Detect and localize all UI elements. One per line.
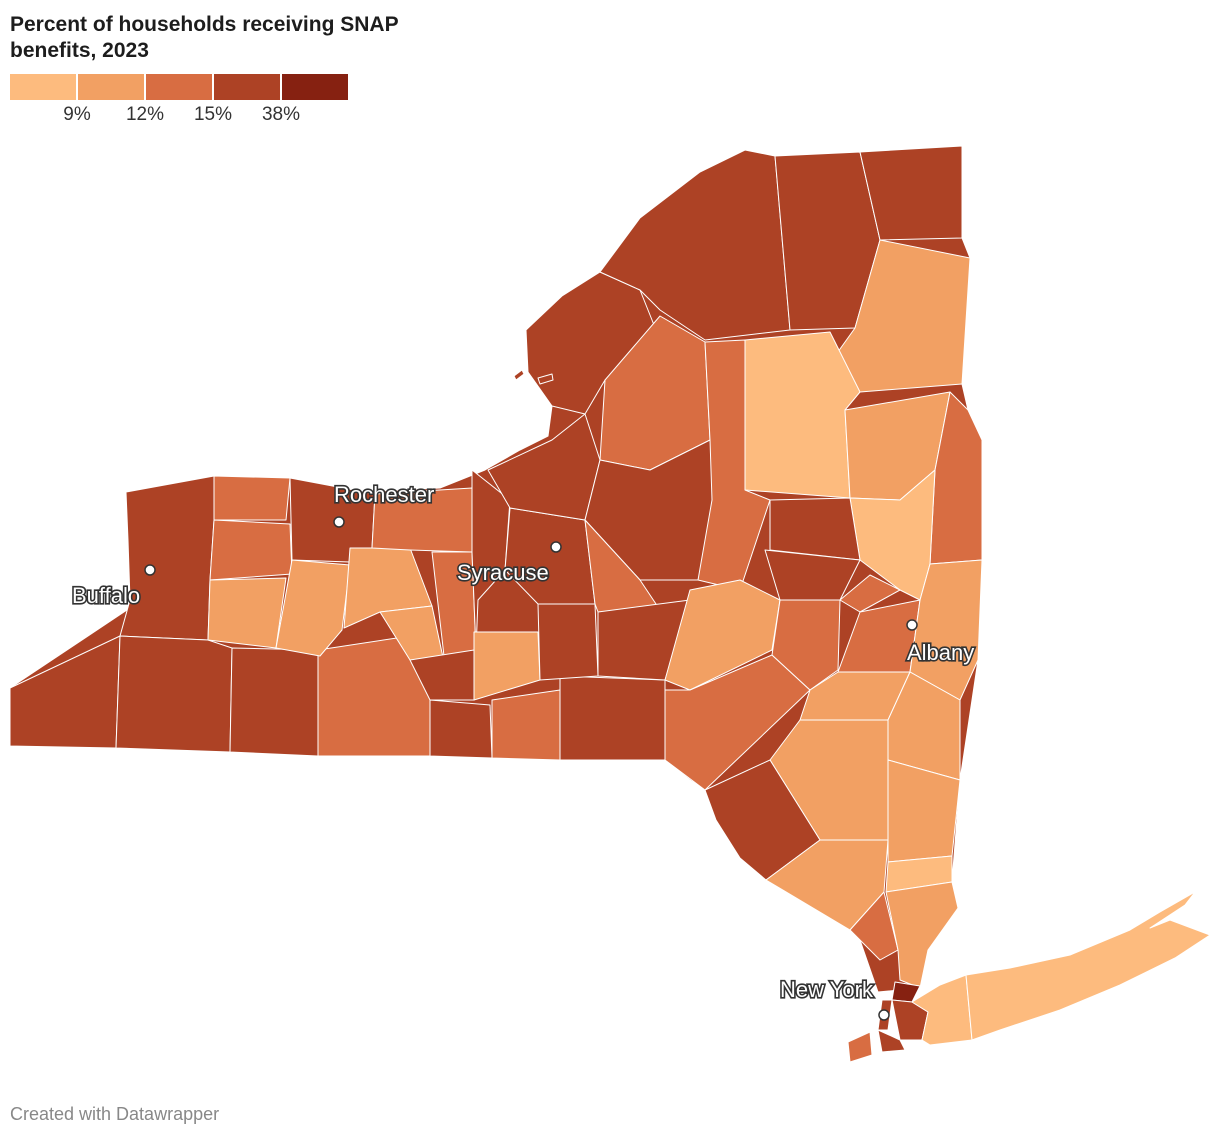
island-fragment-1 <box>513 369 525 381</box>
city-rochester: Rochester <box>332 480 436 528</box>
city-syracuse: Syracuse <box>455 541 562 587</box>
county-tioga <box>491 689 561 761</box>
rochester-label: Rochester <box>334 482 434 507</box>
county-erie-niagara <box>119 475 215 641</box>
county-orleans <box>213 475 291 521</box>
county-schoharie <box>771 599 841 691</box>
albany-label: Albany <box>907 640 974 665</box>
legend-swatch-5 <box>282 74 348 100</box>
color-legend: 9% 12% 15% 38% <box>10 74 350 128</box>
new-york-dot <box>878 1009 890 1021</box>
county-clinton <box>859 145 963 241</box>
county-cattaraugus <box>115 635 233 753</box>
county-brooklyn <box>877 1029 906 1053</box>
city-buffalo: Buffalo <box>70 564 156 610</box>
county-wyoming <box>207 577 287 649</box>
county-orange <box>765 839 889 931</box>
county-hamilton <box>744 331 861 499</box>
county-staten-island <box>847 1031 873 1063</box>
city-new-york: New York <box>778 975 890 1021</box>
legend-swatch-3 <box>146 74 212 100</box>
credit-text: Created with Datawrapper <box>10 1104 220 1124</box>
county-chemung <box>429 699 493 759</box>
legend-swatch-2 <box>78 74 144 100</box>
county-cortland <box>537 603 599 681</box>
county-westchester <box>885 881 959 989</box>
chart-title: Percent of households receiving SNAP ben… <box>10 13 399 62</box>
albany-dot <box>906 619 918 631</box>
county-allegany <box>229 647 319 757</box>
legend-label-9: 9% <box>63 104 91 125</box>
county-schenectady <box>839 574 901 613</box>
buffalo-dot <box>144 564 156 576</box>
syracuse-label: Syracuse <box>457 560 549 585</box>
island-fragment-2 <box>537 373 554 385</box>
legend-swatch-4 <box>214 74 280 100</box>
syracuse-dot <box>550 541 562 553</box>
county-bronx <box>891 981 921 1003</box>
county-jefferson <box>525 271 661 415</box>
county-otsego <box>664 579 781 691</box>
rochester-dot <box>333 516 345 528</box>
new-york-label: New York <box>780 977 874 1002</box>
city-albany: Albany <box>905 619 976 667</box>
county-fulton <box>769 497 861 561</box>
county-genesee <box>209 519 293 581</box>
county-suffolk <box>965 891 1211 1041</box>
county-broome <box>559 675 666 761</box>
county-livingston <box>275 559 351 657</box>
buffalo-label: Buffalo <box>72 583 140 608</box>
legend-label-38: 38% <box>261 104 301 125</box>
legend-label-15: 15% <box>193 104 233 125</box>
legend-swatch-1 <box>10 74 76 100</box>
legend-label-12: 12% <box>125 104 165 125</box>
county-nassau <box>911 974 973 1046</box>
county-wayne <box>371 487 473 553</box>
